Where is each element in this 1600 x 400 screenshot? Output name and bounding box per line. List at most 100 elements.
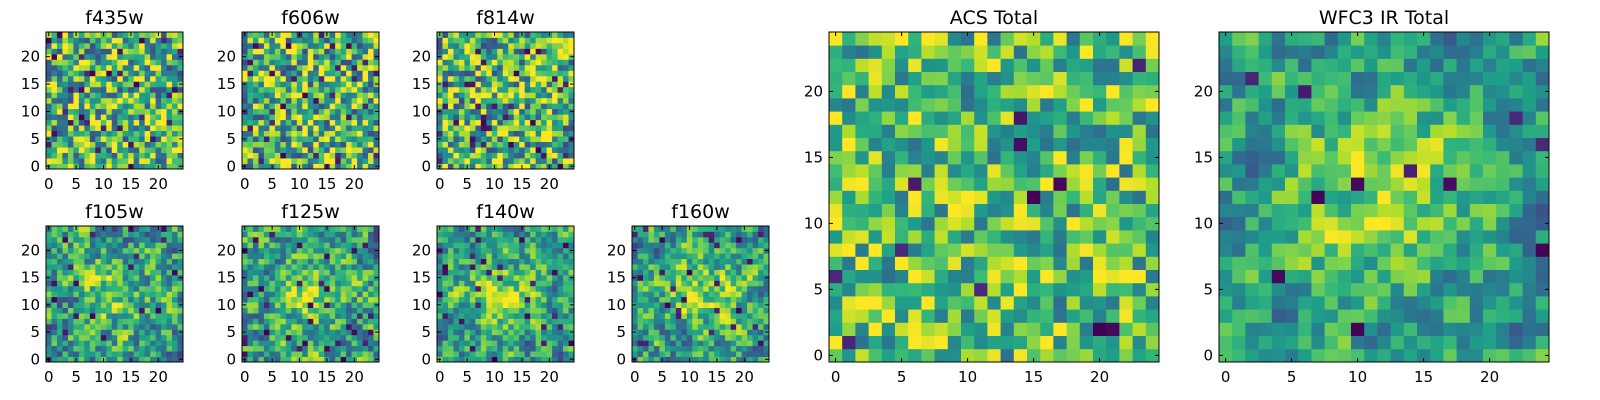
heatmap-cell [73,242,80,249]
heatmap-cell [155,258,162,265]
heatmap-cell [302,345,309,352]
heatmap-cell [84,247,91,254]
heatmap-cell [546,318,553,325]
heatmap-cell [895,335,909,350]
heatmap-cell [447,323,454,330]
heatmap-cell [155,313,162,319]
heatmap-cell [730,307,737,314]
heatmap-cell [247,340,254,347]
heatmap-cell [437,351,443,357]
heatmap-cell [242,291,248,298]
heatmap-cell [122,37,129,44]
heatmap-cell [51,345,58,352]
heatmap-cell [78,136,85,142]
heatmap-cell [335,313,342,319]
heatmap-cell [708,318,715,325]
heatmap-cell [335,231,342,238]
heatmap-cell [263,356,270,363]
heatmap-cell [675,236,682,243]
heatmap-cell [258,280,265,287]
heatmap-cell [78,253,85,260]
heatmap-cell [161,97,167,104]
heatmap-cell [357,242,363,249]
heatmap-cell [302,103,309,110]
heatmap-cell [258,258,265,265]
heatmap-cell [670,334,677,341]
heatmap-cell [368,296,374,303]
heatmap-cell [100,334,107,341]
heatmap-cell [763,291,770,298]
heatmap-cell [335,163,342,170]
heatmap-cell [351,296,358,303]
heatmap-cell [78,236,85,243]
heatmap-cell [166,42,173,49]
heatmap-cell [56,253,63,260]
heatmap-cell [84,136,91,142]
heatmap-cell [437,253,443,260]
heatmap-cell [139,158,146,164]
heatmap-cell [335,37,342,44]
heatmap-cell [502,163,509,170]
heatmap-cell [653,302,660,308]
heatmap-cell [437,236,443,243]
heatmap-cell [659,329,666,336]
heatmap-cell [296,92,303,99]
heatmap-cell [329,313,336,319]
heatmap-cell [62,296,69,303]
heatmap-cell [166,53,173,60]
heatmap-cell [442,114,449,121]
heatmap-cell [122,70,129,77]
heatmap-cell [442,152,449,159]
heatmap-cell [100,296,107,303]
heatmap-cell [568,70,575,77]
heatmap-cell [78,119,85,126]
heatmap-cell [84,108,91,115]
heatmap-cell [78,103,85,110]
heatmap-cell [714,345,721,352]
heatmap-cell [497,247,504,254]
heatmap-cell [340,356,347,363]
heatmap-cell [89,318,96,325]
heatmap-cell [546,351,553,357]
heatmap-cell [535,345,542,352]
heatmap-cell [1093,296,1107,310]
heatmap-cell [508,37,515,44]
heatmap-cell [285,247,292,254]
heatmap-cell [480,48,487,55]
heatmap-cell [329,42,336,49]
heatmap-cell [453,258,460,265]
heatmap-cell [921,230,935,244]
heatmap-cell [73,147,80,153]
heatmap-cell [653,269,660,276]
heatmap-cell [335,323,342,330]
heatmap-cell [252,147,259,153]
heatmap-cell [541,53,547,60]
heatmap-cell [172,334,178,341]
heatmap-cell [670,269,677,276]
heatmap-cell [1132,309,1147,323]
heatmap-cell [263,351,270,357]
heatmap-cell [67,291,74,298]
heatmap-cell [122,313,129,319]
heatmap-cell [524,147,531,153]
heatmap-cell [269,130,276,137]
heatmap-cell [947,256,962,270]
heatmap-cell [100,152,107,159]
heatmap-cell [692,264,699,270]
heatmap-cell [324,253,331,260]
heatmap-cell [280,97,287,104]
heatmap-cell [247,75,254,82]
heatmap-cell [78,356,85,363]
heatmap-cell [563,253,569,260]
heatmap-cell [111,242,118,249]
heatmap-cell [307,307,314,314]
heatmap-cell [719,274,726,281]
heatmap-cell [177,291,184,298]
heatmap-cell [497,280,504,287]
heatmap-cell [128,253,135,260]
heatmap-cell [855,282,869,297]
heatmap-cell [329,285,336,292]
heatmap-cell [51,147,58,153]
heatmap-cell [340,242,347,249]
heatmap-cell [161,163,167,170]
